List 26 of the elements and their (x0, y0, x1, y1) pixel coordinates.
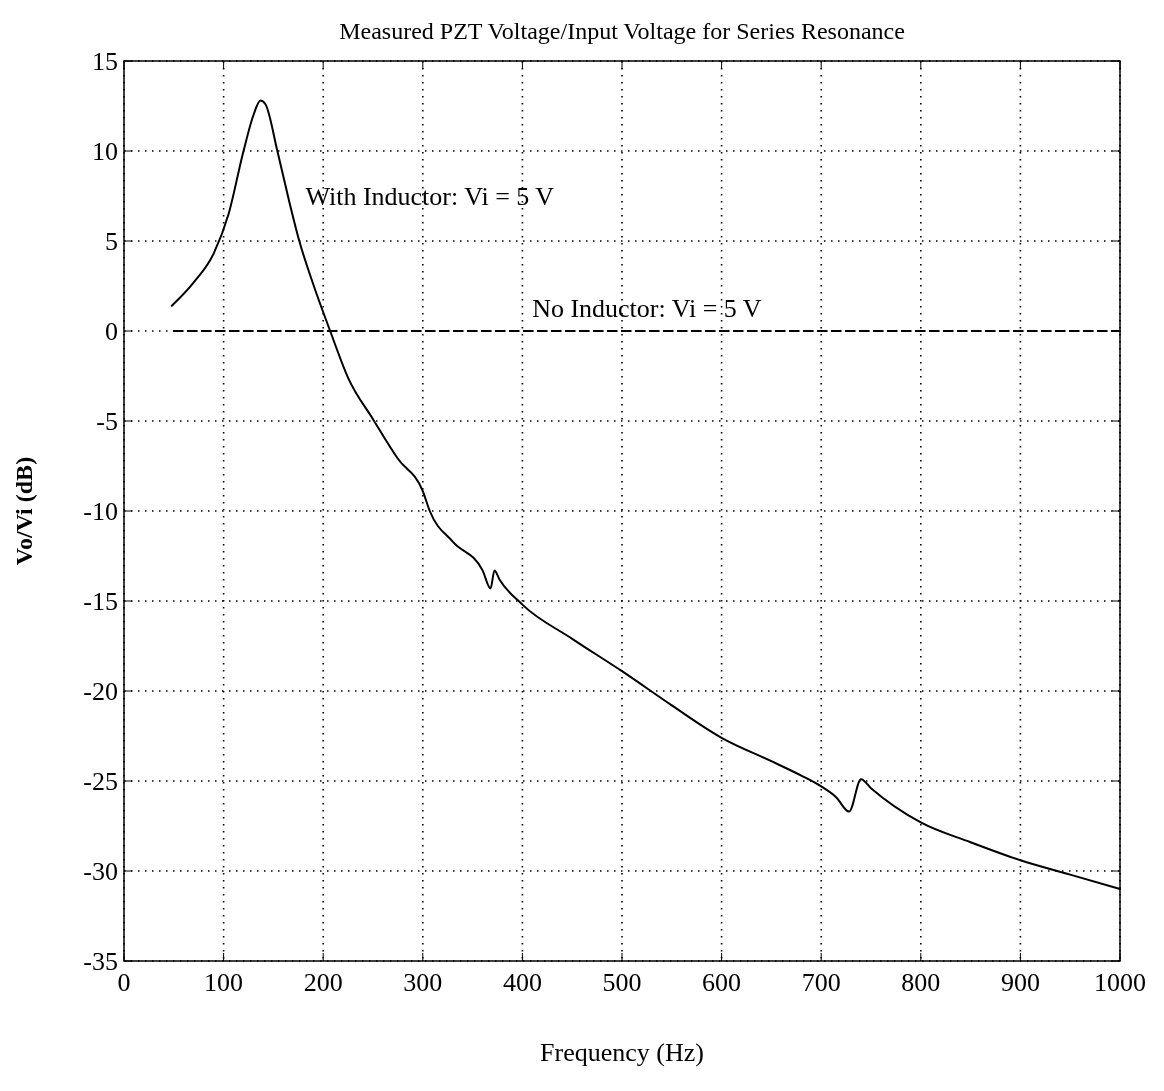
series-label: With Inductor: Vi = 5 V (305, 181, 555, 211)
y-tick-label: -10 (83, 497, 118, 527)
series-label: No Inductor: Vi = 5 V (532, 294, 762, 323)
x-tick-label: 800 (901, 968, 941, 997)
x-tick-label: 500 (602, 968, 642, 997)
x-tick-label: 900 (1000, 968, 1040, 997)
y-tick-label: -25 (83, 767, 118, 797)
y-tick-label: 15 (92, 47, 118, 77)
y-tick-label: -35 (83, 947, 118, 977)
y-tick-label: 5 (105, 227, 118, 257)
x-tick-label: 1000 (1094, 968, 1146, 997)
chart-title: Measured PZT Voltage/Input Voltage for Series Resonance (339, 18, 905, 44)
y-tick-label: -15 (83, 587, 118, 617)
x-tick-label: 700 (801, 968, 841, 997)
y-tick-label: -20 (83, 677, 118, 707)
y-tick-label: -5 (96, 407, 118, 437)
x-tick-label: 200 (303, 968, 343, 997)
x-tick-label: 400 (502, 968, 542, 997)
x-axis-title: Frequency (Hz) (540, 1038, 704, 1067)
y-axis-title: Vo/Vi (dB) (11, 456, 37, 566)
x-tick-label: 100 (204, 968, 244, 997)
y-tick-label: 10 (92, 137, 118, 167)
y-tick-label: -30 (83, 857, 118, 887)
x-tick-label: 300 (403, 968, 443, 997)
x-tick-label: 600 (702, 968, 742, 997)
y-tick-label: 0 (105, 317, 118, 347)
